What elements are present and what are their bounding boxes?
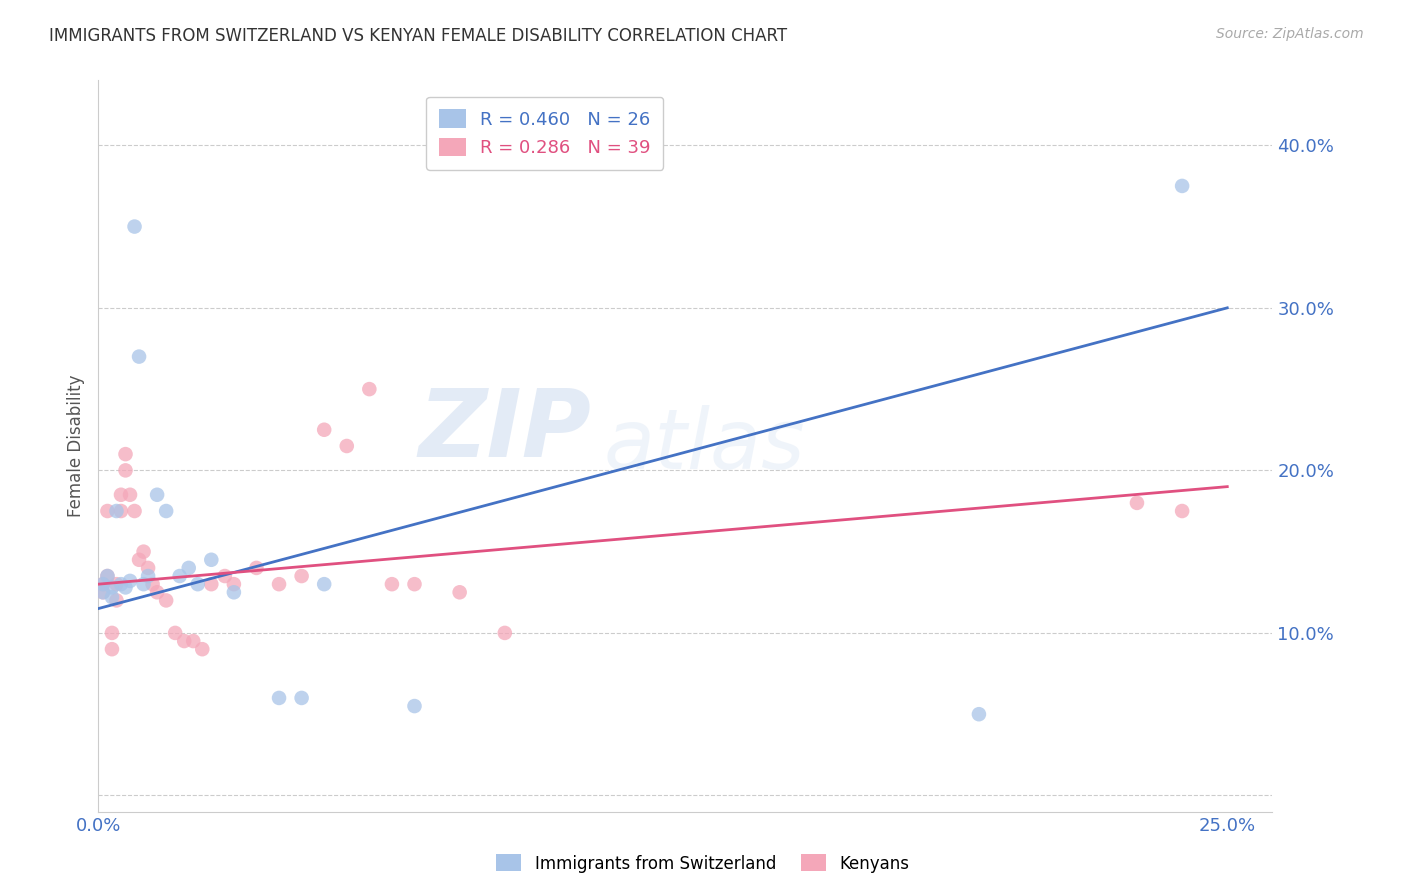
Point (132, 577, 155, 591)
Point (114, 447, 136, 461)
Point (101, 626, 124, 640)
Point (110, 504, 132, 518)
Point (200, 553, 222, 567)
Point (136, 561, 159, 575)
Point (124, 504, 146, 518)
Point (128, 553, 150, 567)
Point (336, 439, 359, 453)
Point (146, 585, 169, 599)
Legend: Immigrants from Switzerland, Kenyans: Immigrants from Switzerland, Kenyans (489, 847, 917, 880)
Point (177, 561, 200, 575)
Point (124, 219, 146, 234)
Point (187, 577, 209, 591)
Point (110, 488, 132, 502)
Point (191, 642, 214, 657)
Point (449, 585, 471, 599)
Point (494, 626, 516, 640)
Text: Source: ZipAtlas.com: Source: ZipAtlas.com (1216, 27, 1364, 41)
Point (359, 382, 381, 396)
Text: ZIP: ZIP (419, 385, 592, 477)
Point (101, 581, 124, 595)
Point (173, 634, 195, 648)
Point (118, 574, 141, 588)
Point (114, 463, 136, 477)
Point (169, 569, 191, 583)
Point (214, 569, 236, 583)
Point (291, 569, 314, 583)
Y-axis label: Female Disability: Female Disability (66, 375, 84, 517)
Point (101, 642, 124, 657)
Point (267, 577, 290, 591)
Text: atlas: atlas (603, 406, 804, 486)
Point (291, 690, 314, 705)
Point (132, 544, 155, 558)
Point (1171, 504, 1194, 518)
Point (128, 350, 150, 364)
Point (91, 585, 114, 599)
Point (96, 569, 118, 583)
Point (267, 690, 290, 705)
Point (1171, 178, 1194, 193)
Point (136, 569, 159, 583)
Point (404, 699, 426, 714)
Point (245, 561, 267, 575)
Point (91, 577, 114, 591)
Point (314, 577, 336, 591)
Point (181, 634, 204, 648)
Point (118, 488, 141, 502)
Point (314, 423, 336, 437)
Point (222, 577, 245, 591)
Legend: R = 0.460   N = 26, R = 0.286   N = 39: R = 0.460 N = 26, R = 0.286 N = 39 (426, 96, 664, 169)
Point (222, 585, 245, 599)
Point (967, 707, 990, 722)
Point (105, 504, 128, 518)
Point (165, 626, 187, 640)
Point (381, 577, 404, 591)
Point (91, 585, 114, 599)
Point (96, 569, 118, 583)
Point (200, 577, 222, 591)
Point (105, 593, 128, 607)
Point (155, 504, 177, 518)
Point (96, 504, 118, 518)
Text: IMMIGRANTS FROM SWITZERLAND VS KENYAN FEMALE DISABILITY CORRELATION CHART: IMMIGRANTS FROM SWITZERLAND VS KENYAN FE… (49, 27, 787, 45)
Point (155, 593, 177, 607)
Point (404, 577, 426, 591)
Point (91, 577, 114, 591)
Point (105, 577, 128, 591)
Point (146, 488, 169, 502)
Point (110, 577, 132, 591)
Point (142, 577, 165, 591)
Point (1126, 496, 1149, 510)
Point (101, 590, 124, 604)
Point (114, 581, 136, 595)
